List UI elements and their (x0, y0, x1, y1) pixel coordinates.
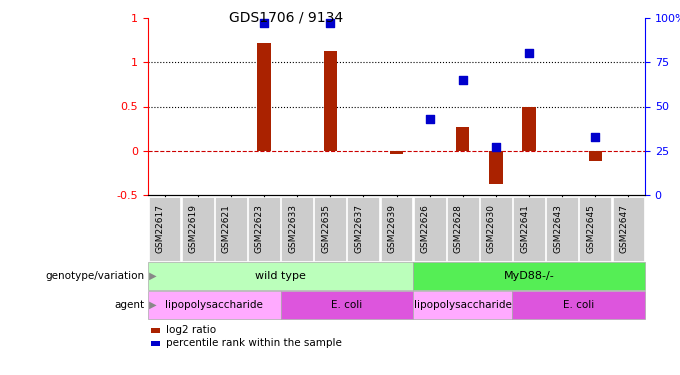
Bar (456, 127, 469, 151)
Text: E. coli: E. coli (331, 300, 362, 310)
Text: GSM22643: GSM22643 (553, 204, 562, 253)
Text: GDS1706 / 9134: GDS1706 / 9134 (228, 10, 343, 24)
Bar (589, 151, 602, 161)
Point (590, 134, 600, 140)
Point (490, 144, 501, 150)
Text: GSM22619: GSM22619 (189, 204, 198, 253)
Point (524, 50, 534, 56)
Bar (522, 106, 536, 151)
Point (458, 77, 469, 83)
Text: ▶: ▶ (146, 271, 156, 281)
Text: GSM22628: GSM22628 (454, 204, 463, 253)
Text: genotype/variation: genotype/variation (46, 271, 145, 281)
Bar (324, 51, 337, 151)
Text: agent: agent (114, 300, 145, 310)
Text: GSM22635: GSM22635 (321, 204, 330, 253)
Point (325, 20, 336, 26)
Bar (257, 43, 271, 151)
Text: E. coli: E. coli (563, 300, 594, 310)
Text: wild type: wild type (255, 271, 306, 281)
Text: percentile rank within the sample: percentile rank within the sample (166, 339, 341, 348)
Text: log2 ratio: log2 ratio (166, 326, 216, 335)
Text: ▶: ▶ (146, 300, 156, 310)
Text: GSM22630: GSM22630 (487, 204, 496, 253)
Text: GSM22626: GSM22626 (421, 204, 430, 253)
Text: GSM22617: GSM22617 (156, 204, 165, 253)
Text: GSM22639: GSM22639 (388, 204, 396, 253)
Point (424, 116, 435, 122)
Text: MyD88-/-: MyD88-/- (504, 271, 554, 281)
Text: GSM22641: GSM22641 (520, 204, 529, 253)
Text: GSM22633: GSM22633 (288, 204, 297, 253)
Text: GSM22647: GSM22647 (619, 204, 628, 253)
Bar (390, 151, 403, 154)
Text: lipopolysaccharide: lipopolysaccharide (165, 300, 263, 310)
Bar (490, 151, 503, 184)
Point (258, 20, 269, 26)
Text: GSM22645: GSM22645 (586, 204, 595, 253)
Text: GSM22623: GSM22623 (255, 204, 264, 253)
Text: GSM22637: GSM22637 (354, 204, 363, 253)
Text: lipopolysaccharide: lipopolysaccharide (414, 300, 512, 310)
Text: GSM22621: GSM22621 (222, 204, 231, 253)
